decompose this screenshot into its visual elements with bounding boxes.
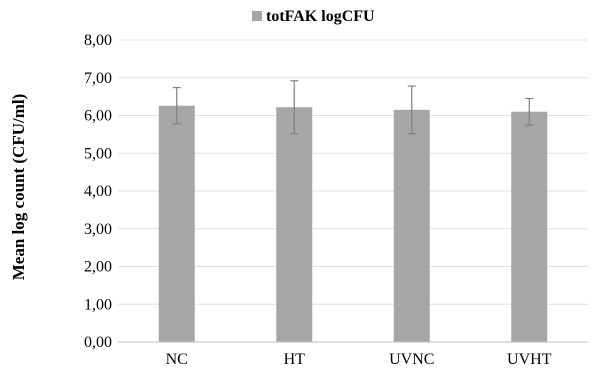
x-tick-label: UVNC: [389, 351, 434, 368]
x-axis-ticks: NC HT UVNC UVHT: [166, 351, 552, 368]
bars: [158, 105, 548, 343]
error-bar-uvnc: [407, 85, 416, 135]
x-tick-label: HT: [284, 351, 306, 368]
y-tick-label: 6,00: [84, 108, 112, 125]
gridlines: [118, 39, 588, 305]
bar-uvht: [511, 111, 548, 342]
bar-nc: [158, 105, 195, 342]
y-tick-label: 5,00: [84, 145, 112, 162]
y-tick-label: 7,00: [84, 70, 112, 87]
legend: totFAK logCFU: [252, 8, 375, 25]
y-axis-title: Mean log count (CFU/ml): [9, 94, 28, 281]
y-axis-ticks: 0,00 1,00 2,00 3,00 4,00 5,00 6,00 7,00 8,00: [84, 32, 112, 351]
error-bar-nc: [172, 86, 181, 125]
bar-uvnc: [393, 109, 430, 343]
legend-label: totFAK logCFU: [266, 8, 375, 25]
y-tick-label: 3,00: [84, 221, 112, 238]
y-tick-label: 2,00: [84, 259, 112, 276]
bar-ht: [276, 107, 313, 342]
error-bar-uvht: [525, 97, 534, 126]
y-tick-label: 0,00: [84, 334, 112, 351]
y-tick-label: 4,00: [84, 183, 112, 200]
y-tick-label: 8,00: [84, 32, 112, 49]
error-bars: [172, 80, 534, 135]
x-tick-label: NC: [166, 351, 188, 368]
error-bar-ht: [290, 80, 299, 135]
y-tick-label: 1,00: [84, 296, 112, 313]
legend-swatch: [252, 11, 262, 21]
x-tick-label: UVHT: [507, 351, 552, 368]
